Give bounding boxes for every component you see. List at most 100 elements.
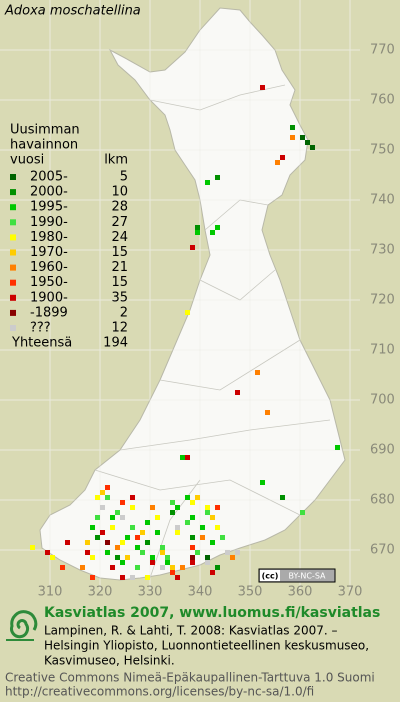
occurrence-square	[185, 520, 190, 525]
legend-total: 194	[103, 336, 128, 351]
occurrence-square	[100, 530, 105, 535]
occurrence-square	[195, 230, 200, 235]
occurrence-square	[130, 495, 135, 500]
occurrence-square	[255, 370, 260, 375]
occurrence-square	[135, 565, 140, 570]
x-tick-label: 320	[88, 585, 113, 600]
legend-swatch	[10, 325, 16, 331]
occurrence-square	[205, 505, 210, 510]
occurrence-square	[145, 575, 150, 580]
citation-line: Helsingin Yliopisto, Luonnontieteellinen…	[44, 639, 369, 653]
legend-count-heading: lkm	[104, 153, 128, 168]
occurrence-square	[115, 545, 120, 550]
y-tick-label: 700	[370, 393, 395, 408]
legend-label: 2005-	[30, 170, 68, 185]
legend-count: 24	[111, 230, 128, 245]
x-tick-label: 360	[288, 585, 313, 600]
y-tick-label: 680	[370, 493, 395, 508]
y-tick-label: 690	[370, 443, 395, 458]
y-tick-label: 670	[370, 543, 395, 558]
legend-swatch	[10, 204, 16, 211]
legend: Uusimman havainnon vuosi lkm Yhteensä 19…	[10, 123, 128, 351]
legend-label: 1990-	[30, 215, 68, 230]
occurrence-square	[85, 540, 90, 545]
occurrence-square	[205, 560, 210, 565]
occurrence-square	[155, 515, 160, 520]
occurrence-square	[290, 135, 295, 140]
occurrence-square	[280, 155, 285, 160]
occurrence-square	[130, 575, 135, 580]
citation-line: Kasvimuseo, Helsinki.	[44, 654, 175, 668]
occurrence-square	[290, 125, 295, 130]
x-tick-label: 350	[238, 585, 263, 600]
occurrence-square	[185, 455, 190, 460]
occurrence-square	[235, 390, 240, 395]
legend-label: -1899	[30, 305, 68, 320]
legend-count: 35	[111, 290, 128, 305]
occurrence-square	[205, 555, 210, 560]
occurrence-square	[135, 535, 140, 540]
legend-count: 28	[111, 200, 128, 215]
occurrence-square	[65, 540, 70, 545]
occurrence-square	[135, 545, 140, 550]
x-tick-label: 340	[188, 585, 213, 600]
occurrence-square	[210, 540, 215, 545]
legend-label: 1995-	[30, 200, 68, 215]
legend-count: 2	[120, 305, 128, 320]
legend-swatch	[10, 294, 16, 301]
legend-swatch	[10, 264, 16, 271]
legend-heading: vuosi	[10, 153, 44, 168]
occurrence-square	[45, 550, 50, 555]
occurrence-square	[210, 230, 215, 235]
province-borders	[94, 84, 331, 579]
occurrence-square	[300, 510, 305, 515]
occurrence-square	[100, 505, 105, 510]
occurrence-square	[165, 555, 170, 560]
occurrence-square	[110, 515, 115, 520]
legend-count: 15	[111, 245, 128, 260]
occurrence-square	[175, 505, 180, 510]
legend-label: 2000-	[30, 185, 68, 200]
occurrence-square	[115, 555, 120, 560]
occurrence-square	[170, 500, 175, 505]
logo	[6, 610, 38, 641]
occurrence-square	[150, 505, 155, 510]
occurrence-square	[195, 225, 200, 230]
legend-heading: Uusimman	[10, 123, 80, 138]
occurrence-square	[120, 540, 125, 545]
footer-heading: Kasviatlas 2007, www.luomus.fi/kasviatla…	[44, 605, 380, 621]
occurrence-square	[160, 545, 165, 550]
occurrence-square	[225, 550, 230, 555]
license-url: http://creativecommons.org/licenses/by-n…	[5, 685, 314, 699]
occurrence-square	[190, 515, 195, 520]
legend-label: 1950-	[30, 275, 68, 290]
occurrence-square	[215, 525, 220, 530]
occurrence-square	[95, 515, 100, 520]
occurrence-square	[85, 550, 90, 555]
occurrence-square	[200, 525, 205, 530]
occurrence-square	[50, 555, 55, 560]
occurrence-square	[215, 225, 220, 230]
legend-count: 15	[111, 275, 128, 290]
occurrence-square	[145, 520, 150, 525]
legend-count: 10	[111, 185, 128, 200]
occurrence-square	[170, 510, 175, 515]
legend-label: 1980-	[30, 230, 68, 245]
y-tick-label: 760	[370, 93, 395, 108]
occurrence-square	[205, 180, 210, 185]
badge-cc	[260, 570, 280, 581]
occurrence-square	[30, 545, 35, 550]
occurrence-square	[190, 245, 195, 250]
occurrence-square	[115, 510, 120, 515]
occurrence-square	[190, 555, 195, 560]
occurrence-square	[110, 565, 115, 570]
occurrence-square	[120, 500, 125, 505]
occurrence-square	[275, 160, 280, 165]
occurrence-square	[170, 565, 175, 570]
occurrence-square	[105, 495, 110, 500]
occurrence-square	[215, 505, 220, 510]
occurrence-square	[160, 550, 165, 555]
legend-swatch	[10, 249, 16, 256]
legend-count: 21	[111, 260, 128, 275]
